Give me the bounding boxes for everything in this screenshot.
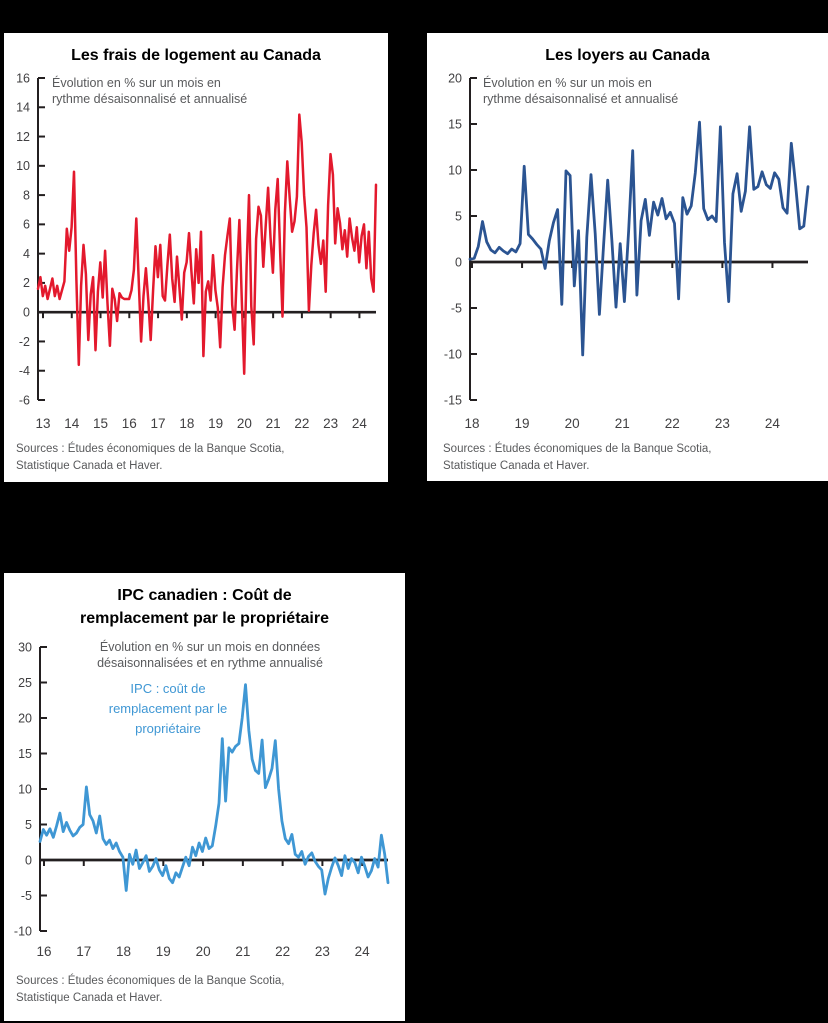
y-tick-label: -5 [451, 301, 462, 315]
y-tick-label: -15 [444, 393, 462, 407]
chart-subtitle: Évolution en % sur un mois en rythme dés… [52, 75, 247, 108]
x-tick-label: 16 [122, 416, 137, 431]
sources-note: Sources : Études économiques de la Banqu… [443, 441, 712, 476]
x-tick-label: 18 [179, 416, 194, 431]
x-tick-label: 18 [116, 944, 131, 959]
y-tick-label: 14 [16, 101, 30, 115]
y-tick-label: 0 [455, 255, 462, 269]
x-tick-label: 18 [464, 416, 479, 431]
x-tick-label: 22 [665, 416, 680, 431]
y-tick-label: 15 [18, 747, 32, 761]
x-tick-label: 21 [615, 416, 630, 431]
chart-title: Les loyers au Canada [545, 47, 710, 64]
sources-note: Sources : Études économiques de la Banqu… [16, 973, 285, 1008]
x-tick-label: 16 [36, 944, 51, 959]
x-tick-label: 23 [715, 416, 730, 431]
y-tick-label: -10 [444, 347, 462, 361]
y-tick-label: -5 [21, 889, 32, 903]
x-tick-label: 24 [765, 416, 781, 431]
y-tick-label: 0 [23, 305, 30, 319]
y-axis: 16 14 12 10 8 6 4 2 0 -2 -4 -6 [16, 71, 45, 407]
subtitle-line: rythme désaisonnalisé et annualisé [483, 92, 679, 107]
legend-line: IPC : coût de [130, 681, 206, 696]
subtitle-line: désaisonnalisées et en rythme annualisé [97, 656, 323, 671]
x-tick-label: 20 [196, 944, 211, 959]
y-axis: 30 25 20 15 10 5 0 -5 -10 [14, 640, 47, 938]
y-tick-label: 20 [448, 71, 462, 85]
chart-title: Les frais de logement au Canada [71, 47, 321, 64]
subtitle-line: rythme désaisonnalisé et annualisé [52, 92, 248, 107]
x-tick-label: 17 [151, 416, 166, 431]
y-tick-label: 5 [455, 209, 462, 223]
housing-cost-panel: Les frais de logement au Canada 16 14 12 10… [4, 33, 388, 482]
sources-line: Statistique Canada et Haver. [16, 460, 163, 473]
sources-line: Statistique Canada et Haver. [16, 992, 163, 1005]
ipc-replacement-cost-panel: IPC canadien : Coût de remplacement par … [4, 573, 405, 1021]
y-tick-label: 20 [18, 711, 32, 725]
x-tick-label: 19 [156, 944, 171, 959]
x-tick-label: 22 [294, 416, 309, 431]
x-tick-label: 20 [565, 416, 580, 431]
chart-title-line: IPC canadien : Coût de [117, 587, 292, 604]
series-line [38, 683, 390, 896]
x-tick-label: 24 [352, 416, 368, 431]
x-tick-label: 23 [315, 944, 330, 959]
y-tick-label: 12 [16, 130, 30, 144]
x-tick-label: 15 [93, 416, 108, 431]
sources-line: Sources : Études économiques de la Banqu… [16, 975, 285, 987]
sources-line: Statistique Canada et Haver. [443, 460, 590, 473]
sources-note: Sources : Études économiques de la Banqu… [16, 441, 285, 476]
y-tick-label: 15 [448, 117, 462, 131]
x-tick-label: 24 [355, 944, 371, 959]
y-tick-label: 0 [25, 853, 32, 867]
y-tick-label: 2 [23, 276, 30, 290]
series-line [468, 120, 810, 357]
x-axis: 16 17 18 19 20 21 22 23 24 [36, 858, 388, 959]
y-tick-label: -6 [19, 393, 30, 407]
chart-subtitle: Évolution en % sur un mois en données dé… [40, 639, 380, 672]
series-legend-label: IPC : coût de remplacement par le propri… [48, 679, 288, 739]
subtitle-line: Évolution en % sur un mois en données [99, 640, 321, 654]
y-tick-label: -10 [14, 924, 32, 938]
x-tick-label: 17 [76, 944, 91, 959]
x-tick-label: 19 [208, 416, 223, 431]
x-tick-label: 23 [323, 416, 338, 431]
subtitle-line: Évolution en % sur un mois en [483, 76, 652, 90]
x-tick-label: 19 [515, 416, 530, 431]
y-axis: 20 15 10 5 0 -5 -10 -15 [444, 71, 477, 407]
x-tick-label: 20 [237, 416, 252, 431]
y-tick-label: 6 [23, 218, 30, 232]
chart-title-line: remplacement par le propriétaire [80, 610, 329, 628]
y-tick-label: 30 [18, 640, 32, 654]
sources-line: Sources : Études économiques de la Banqu… [16, 443, 285, 455]
y-tick-label: 10 [18, 782, 32, 796]
series-line [36, 113, 378, 375]
sources-line: Sources : Études économiques de la Banqu… [443, 443, 712, 455]
y-tick-label: 4 [23, 247, 30, 261]
y-tick-label: 8 [23, 188, 30, 202]
ipc-chart: 30 25 20 15 10 5 0 -5 -10 16 17 18 19 20 21 22 23 24 [14, 640, 390, 959]
chart-subtitle: Évolution en % sur un mois en rythme dés… [483, 75, 678, 108]
y-tick-label: 16 [16, 71, 30, 85]
rents-panel: Les loyers au Canada 20 15 10 5 0 -5 -10 -15 18 1… [427, 33, 828, 481]
legend-line: propriétaire [135, 721, 201, 737]
y-tick-label: 10 [448, 163, 462, 177]
x-tick-label: 21 [235, 944, 250, 959]
x-tick-label: 21 [266, 416, 281, 431]
y-tick-label: -4 [19, 364, 30, 378]
chart-title: IPC canadien : Coût de remplacement par … [4, 584, 405, 630]
x-tick-label: 22 [275, 944, 290, 959]
y-tick-label: 5 [25, 818, 32, 832]
x-axis: 13 14 15 16 17 18 19 20 21 22 23 24 [35, 310, 376, 431]
y-tick-label: 25 [18, 676, 32, 690]
y-tick-label: -2 [19, 335, 30, 349]
y-tick-label: 10 [16, 159, 30, 173]
subtitle-line: Évolution en % sur un mois en [52, 76, 221, 90]
x-tick-label: 13 [35, 416, 50, 431]
legend-line: remplacement par le [108, 701, 228, 717]
x-tick-label: 14 [64, 416, 80, 431]
